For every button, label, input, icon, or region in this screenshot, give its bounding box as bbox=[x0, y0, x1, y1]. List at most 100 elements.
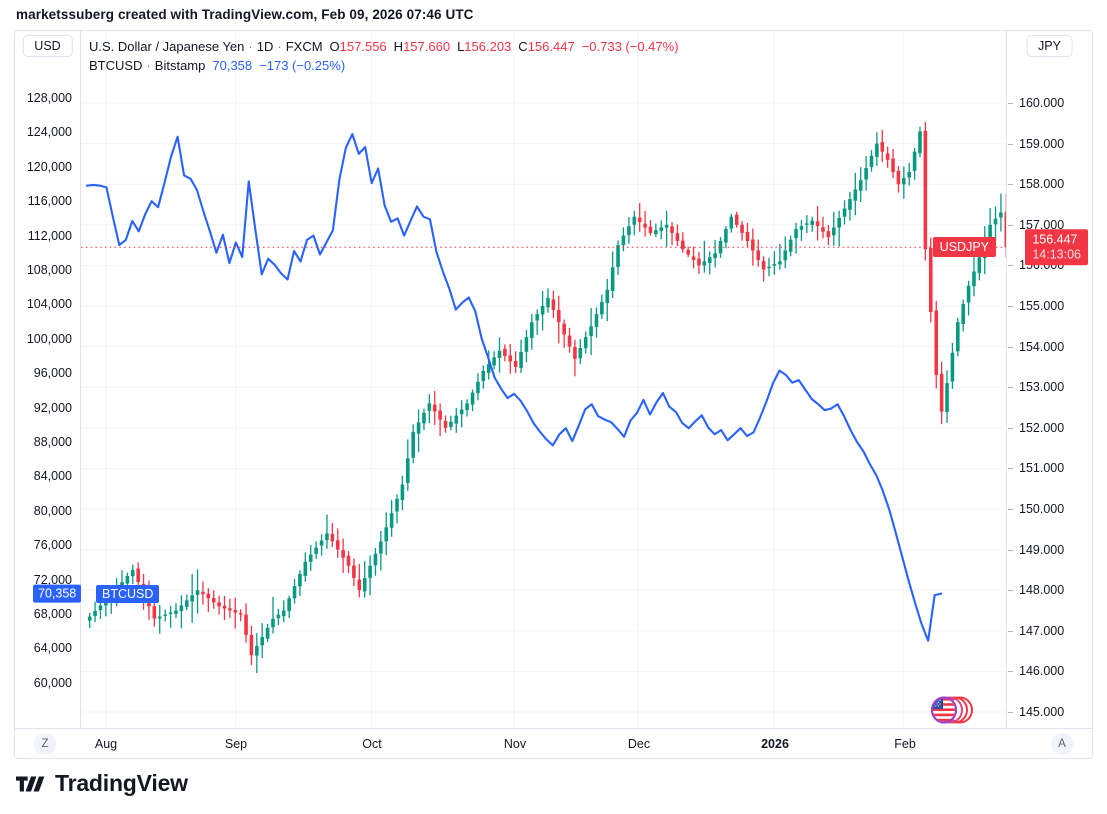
right-tick: 158.000 bbox=[1007, 177, 1065, 192]
right-tick: 152.000 bbox=[1007, 420, 1065, 435]
candle-body bbox=[621, 235, 626, 246]
right-tick: 155.000 bbox=[1007, 299, 1065, 313]
candle-body bbox=[152, 606, 157, 619]
right-tick: 154.000 bbox=[1007, 339, 1065, 354]
candle-body bbox=[449, 421, 453, 427]
candle-body bbox=[443, 420, 448, 428]
left-tick: 96,000 bbox=[33, 366, 72, 381]
right-price-scale[interactable]: JPY 160.000 159.000 158.000 157.000 156.000 1… bbox=[1006, 31, 1092, 728]
candle-body bbox=[120, 582, 124, 588]
candle-body bbox=[524, 337, 529, 352]
legend-exchange: FXCM bbox=[285, 39, 323, 54]
candle-body bbox=[168, 612, 173, 614]
time-axis[interactable]: Z Aug Sep Oct Nov Dec 2026 Feb A bbox=[15, 728, 1092, 758]
timezone-button[interactable]: Z bbox=[34, 733, 56, 755]
candle-body bbox=[228, 608, 232, 611]
candle-body bbox=[465, 403, 469, 410]
candle-body bbox=[718, 241, 723, 254]
candle-body bbox=[756, 250, 761, 260]
candle-body bbox=[373, 553, 378, 566]
time-axis-label: Nov bbox=[503, 737, 527, 751]
time-axis-label: Oct bbox=[362, 737, 382, 751]
legend-compare-value: 70,358 bbox=[212, 58, 253, 73]
candle-body bbox=[956, 322, 960, 352]
chart-canvas bbox=[81, 31, 1006, 728]
legend-interval[interactable]: 1D bbox=[256, 39, 274, 54]
candle-body bbox=[724, 228, 728, 243]
candle-body bbox=[831, 227, 836, 236]
candle-body bbox=[573, 347, 577, 359]
legend-sep-2: · bbox=[277, 39, 282, 54]
candle-body bbox=[492, 357, 496, 366]
candle-body bbox=[562, 323, 566, 335]
legend-close-label: C bbox=[518, 39, 528, 54]
flag-coin-svg bbox=[931, 696, 973, 724]
candle-body bbox=[422, 412, 426, 424]
candle-body bbox=[740, 224, 744, 233]
time-axis-label: Aug bbox=[94, 737, 118, 751]
candle-body bbox=[880, 142, 885, 152]
chart-plot-area[interactable] bbox=[81, 31, 1006, 728]
left-tick: 116,000 bbox=[27, 194, 72, 209]
legend-open-label: O bbox=[329, 39, 340, 54]
right-tick: 153.000 bbox=[1007, 380, 1065, 395]
right-currency-chip[interactable]: JPY bbox=[1026, 35, 1073, 57]
candle-body bbox=[454, 415, 459, 424]
candle-body bbox=[416, 422, 421, 434]
candle-body bbox=[384, 527, 389, 542]
candle-body bbox=[751, 239, 755, 251]
right-tick: 150.000 bbox=[1007, 502, 1065, 516]
candle-body bbox=[535, 314, 540, 321]
candle-body bbox=[470, 392, 475, 405]
candle-body bbox=[174, 610, 178, 614]
price-line-series bbox=[85, 133, 943, 642]
usdjpy-price-tag: 156.447 14:13:06 bbox=[1025, 229, 1088, 265]
candle-body bbox=[271, 618, 275, 628]
legend-symbol[interactable]: U.S. Dollar / Japanese Yen bbox=[89, 39, 245, 54]
candle-body bbox=[222, 605, 227, 609]
candle-body bbox=[546, 297, 550, 308]
candle-body bbox=[357, 579, 362, 591]
legend-compare-symbol[interactable]: BTCUSD bbox=[89, 58, 143, 73]
candle-body bbox=[265, 627, 270, 639]
left-currency-chip[interactable]: USD bbox=[22, 35, 73, 57]
candle-body bbox=[481, 371, 486, 382]
candle-body bbox=[583, 337, 588, 349]
candle-body bbox=[875, 143, 879, 157]
candle-body bbox=[341, 550, 345, 558]
candle-body bbox=[729, 216, 734, 229]
candle-body bbox=[497, 350, 502, 358]
candle-body bbox=[362, 578, 367, 592]
candle-body bbox=[352, 565, 356, 578]
candle-body bbox=[130, 569, 135, 577]
right-tick: 159.000 bbox=[1007, 136, 1065, 151]
candle-body bbox=[902, 178, 906, 185]
candle-body bbox=[314, 547, 318, 554]
candle-body bbox=[508, 355, 513, 362]
candle-body bbox=[939, 373, 944, 412]
candle-body bbox=[325, 533, 329, 541]
candle-body bbox=[125, 576, 130, 584]
candle-body bbox=[864, 168, 868, 180]
candle-body bbox=[157, 616, 162, 619]
candle-body bbox=[319, 540, 324, 546]
usd-flag-coin-badge-icon[interactable] bbox=[921, 693, 973, 732]
chart-frame: U.S. Dollar / Japanese Yen · 1D · FXCM O… bbox=[14, 30, 1093, 759]
left-price-scale[interactable]: USD 128,000 124,000 120,000 116,000 112,000 1… bbox=[15, 31, 82, 728]
candle-body bbox=[217, 602, 221, 607]
candle-body bbox=[519, 352, 523, 368]
left-tick: 100,000 bbox=[26, 331, 72, 346]
tradingview-logo-icon bbox=[16, 776, 45, 791]
left-tick: 120,000 bbox=[26, 159, 72, 174]
right-tick: 147.000 bbox=[1007, 623, 1065, 638]
usdjpy-price-time: 14:13:06 bbox=[1032, 247, 1081, 262]
left-tick: 128,000 bbox=[26, 91, 72, 105]
candle-body bbox=[287, 598, 291, 612]
left-tick: 68,000 bbox=[33, 607, 72, 621]
chart-settings-button[interactable]: A bbox=[1051, 733, 1073, 755]
right-tick: 148.000 bbox=[1007, 583, 1065, 598]
candle-body bbox=[999, 212, 1003, 218]
candle-body bbox=[923, 130, 928, 250]
right-tick: 160.000 bbox=[1007, 96, 1065, 110]
